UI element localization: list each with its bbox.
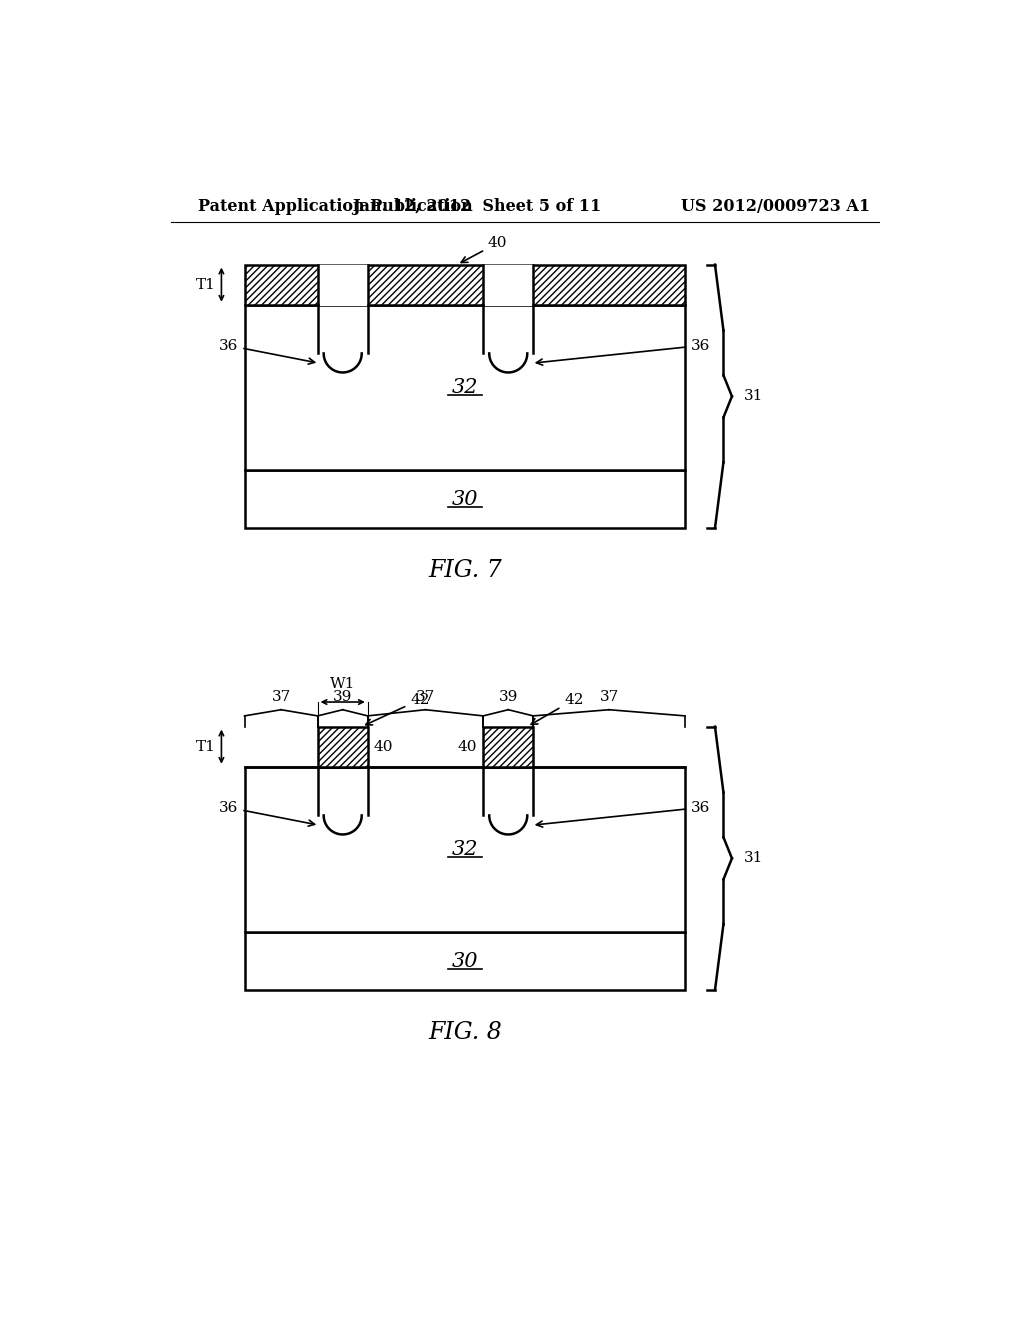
Text: 32: 32: [452, 378, 478, 397]
Bar: [245, 932, 685, 990]
Text: 40: 40: [458, 739, 477, 754]
Text: 30: 30: [452, 490, 478, 508]
Text: US 2012/0009723 A1: US 2012/0009723 A1: [681, 198, 869, 215]
Text: Jan. 12, 2012  Sheet 5 of 11: Jan. 12, 2012 Sheet 5 of 11: [352, 198, 602, 215]
Text: 40: 40: [461, 236, 507, 263]
Text: 42: 42: [366, 693, 430, 725]
Bar: [245, 305, 685, 470]
Text: W1: W1: [330, 677, 355, 692]
Text: 31: 31: [743, 851, 763, 866]
Polygon shape: [483, 264, 534, 305]
Text: T1: T1: [196, 277, 215, 292]
Bar: [245, 767, 685, 932]
Text: 36: 36: [219, 800, 314, 826]
Text: 40: 40: [374, 739, 393, 754]
Text: 42: 42: [531, 693, 584, 725]
Text: Patent Application Publication: Patent Application Publication: [199, 198, 473, 215]
Bar: [245, 470, 685, 528]
Text: 30: 30: [452, 952, 478, 970]
Bar: [483, 726, 534, 767]
Text: T1: T1: [196, 739, 215, 754]
Text: 37: 37: [599, 689, 618, 704]
Polygon shape: [317, 264, 368, 305]
Text: 36: 36: [219, 338, 314, 364]
Text: 31: 31: [743, 389, 763, 404]
Text: 39: 39: [499, 689, 518, 704]
Text: 36: 36: [537, 800, 711, 828]
Bar: [245, 264, 685, 305]
Text: FIG. 8: FIG. 8: [428, 1020, 502, 1044]
Text: FIG. 7: FIG. 7: [428, 558, 502, 582]
Text: 32: 32: [452, 840, 478, 859]
Bar: [317, 726, 368, 767]
Text: 37: 37: [416, 689, 435, 704]
Text: 36: 36: [537, 338, 711, 366]
Text: 39: 39: [333, 689, 352, 704]
Text: 37: 37: [271, 689, 291, 704]
